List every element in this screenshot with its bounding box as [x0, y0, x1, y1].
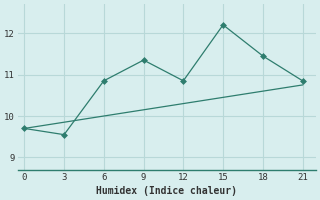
X-axis label: Humidex (Indice chaleur): Humidex (Indice chaleur)	[96, 186, 237, 196]
